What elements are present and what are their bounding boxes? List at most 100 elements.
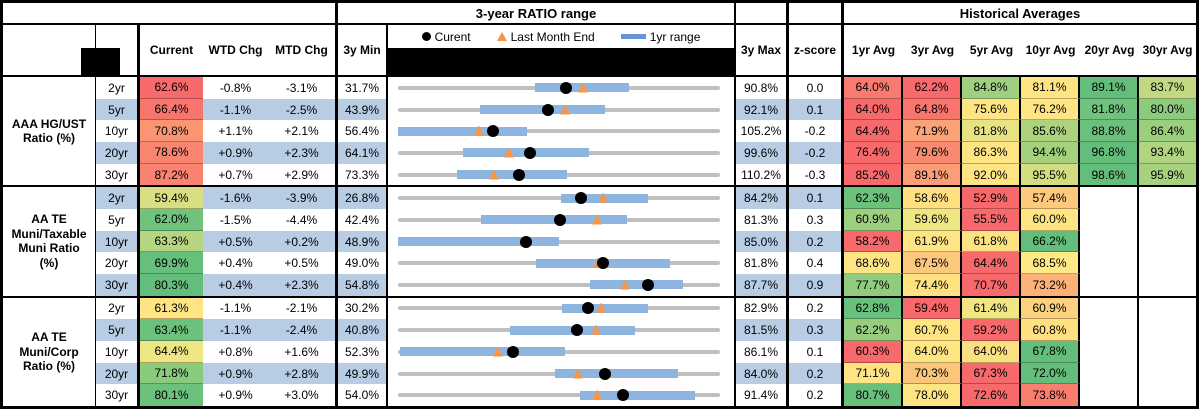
1yr-range-bar: [398, 237, 560, 246]
zscore-cell: 0.2: [789, 384, 844, 407]
wtd-chg-cell: -1.6%: [203, 187, 268, 209]
3y-range-track: [398, 319, 720, 341]
avg-cell: 64.0%: [844, 77, 903, 99]
zscore-cell: 0.1: [789, 341, 844, 363]
zscore-cell: 0.1: [789, 187, 844, 209]
last-month-triangle-marker: [591, 214, 602, 225]
avg-cell: 72.6%: [962, 384, 1021, 407]
current-cell: 59.4%: [140, 187, 203, 209]
tenor-cell: 30yr: [96, 384, 140, 407]
3y-range-track: [398, 99, 720, 121]
avg-cell: 60.8%: [1021, 319, 1080, 341]
col-header-10yr-avg: 10yr Avg: [1025, 43, 1076, 57]
avg-cell: 83.7%: [1139, 77, 1196, 99]
avg-cell: 59.2%: [962, 319, 1021, 341]
current-cell: 62.0%: [140, 209, 203, 231]
avg-cell: 80.0%: [1139, 98, 1196, 121]
current-cell: 69.9%: [140, 252, 203, 275]
zscore-cell: 0.2: [789, 297, 844, 320]
avg-cell: [1080, 230, 1139, 253]
mtd-chg-cell: -2.1%: [268, 297, 338, 320]
avg-cell: 60.9%: [844, 209, 903, 231]
avg-cell: [1080, 341, 1139, 363]
range-chart-cell: [388, 77, 736, 99]
3y-range-track: [398, 120, 720, 142]
avg-cell: 81.8%: [1080, 98, 1139, 121]
avg-cell: 68.6%: [844, 252, 903, 275]
header-row-top: 3-year RATIO range Historical Averages: [3, 3, 1196, 25]
tenor-cell: 10yr: [96, 120, 140, 143]
3y-max-cell: 105.2%: [736, 120, 789, 143]
avg-cell: [1080, 362, 1139, 385]
mtd-chg-cell: +2.9%: [268, 163, 338, 186]
current-dot-icon: [421, 32, 431, 41]
3y-min-cell: 54.0%: [338, 384, 388, 407]
mtd-chg-cell: -2.5%: [268, 98, 338, 121]
current-dot-marker: [507, 345, 520, 358]
legend-current: Curent: [421, 30, 471, 44]
avg-cell: 95.9%: [1139, 163, 1196, 186]
avg-cell: [1139, 319, 1196, 341]
avg-cell: 64.4%: [844, 120, 903, 143]
table-row: 30yr 80.3% +0.4% +2.3% 54.8% 87.7% 0.9 77.7% 74.…: [96, 274, 1196, 296]
3y-range-track: [398, 231, 720, 253]
zscore-cell: -0.2: [789, 142, 844, 164]
col-header-wtd-chg: WTD Chg: [208, 43, 263, 57]
col-header-mtd-chg: MTD Chg: [268, 25, 338, 75]
avg-cell: [1080, 209, 1139, 231]
1yr-range-bar: [398, 126, 527, 136]
zscore-cell: 0.2: [789, 362, 844, 385]
chart-header-black-box: [388, 48, 734, 76]
3y-min-cell: 30.2%: [338, 297, 388, 320]
wtd-chg-cell: -0.8%: [219, 80, 252, 95]
3y-min-cell: 56.4%: [338, 120, 388, 143]
chart-header: Curent Last Month End 1yr range: [388, 25, 736, 76]
3y-min-cell: 64.1%: [338, 142, 388, 164]
col-header-3yr-avg: 3yr Avg: [910, 43, 955, 57]
3y-max-cell: 90.8%: [736, 77, 789, 99]
full-range-line: [398, 196, 720, 201]
col-header-current: Current: [149, 43, 194, 57]
3y-range-track: [398, 142, 720, 164]
mtd-chg-cell: +3.0%: [268, 384, 338, 407]
mtd-chg-cell: +2.8%: [268, 362, 338, 385]
full-range-line: [398, 306, 720, 311]
tenor-cell: 2yr: [96, 77, 140, 99]
wtd-chg-cell: -1.5%: [219, 212, 252, 227]
avg-cell: 64.0%: [962, 341, 1021, 363]
avg-cell: 86.4%: [1139, 120, 1196, 143]
col-header-zscore: z-score: [789, 25, 844, 75]
avg-cell: 59.4%: [903, 297, 962, 320]
avg-cell: 78.0%: [903, 384, 962, 407]
avg-cell: 79.6%: [903, 142, 962, 164]
avg-cell: 71.1%: [844, 362, 903, 385]
avg-cell: 61.8%: [962, 230, 1021, 253]
avg-cell: 98.6%: [1080, 163, 1139, 186]
range-bar-icon: [620, 34, 646, 39]
avg-cell: 85.2%: [844, 163, 903, 186]
header-top-empty-zscore: [789, 3, 844, 23]
wtd-chg-cell: +0.9%: [203, 362, 268, 385]
avg-cell: 70.7%: [962, 274, 1021, 296]
avg-cell: 85.6%: [1021, 120, 1080, 143]
last-month-triangle-marker: [488, 169, 499, 180]
current-cell: 78.6%: [140, 142, 203, 164]
table-row: 20yr 78.6% +0.9% +2.3% 64.1% 99.6% -0.2 76.4% 79…: [96, 142, 1196, 164]
avg-cell: 64.0%: [844, 98, 903, 121]
ratio-group: AAA HG/UST Ratio (%) 2yr 62.6% -0.8% -3.1% 31…: [3, 77, 1196, 188]
avg-cell: 80.7%: [844, 384, 903, 407]
avg-cell: 72.0%: [1021, 362, 1080, 385]
current-cell: 61.3%: [140, 297, 203, 320]
3y-range-track: [398, 274, 720, 296]
range-chart-cell: [388, 120, 736, 143]
avg-cell: 62.2%: [844, 319, 903, 341]
tenor-cell: 5yr: [96, 319, 140, 341]
current-cell: 71.8%: [140, 362, 203, 385]
current-cell: 62.6%: [140, 77, 203, 99]
avg-cell: 60.0%: [1021, 209, 1080, 231]
range-chart-cell: [388, 98, 736, 121]
3y-max-cell: 84.2%: [736, 187, 789, 209]
mtd-chg-cell: +2.3%: [268, 274, 338, 296]
avg-cell: 57.4%: [1021, 187, 1080, 209]
zscore-cell: 0.2: [789, 230, 844, 253]
